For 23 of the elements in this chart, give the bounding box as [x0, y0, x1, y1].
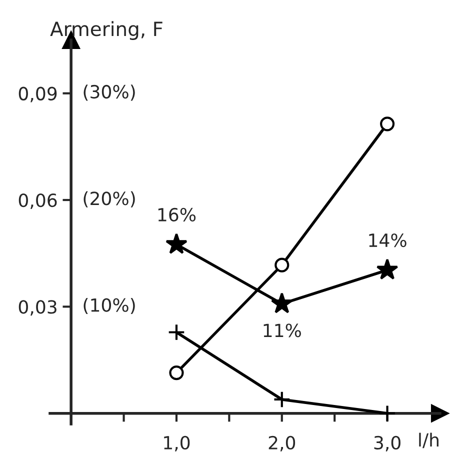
- point: [376, 258, 398, 280]
- annotation: (20%): [84, 191, 135, 208]
- point: [378, 404, 396, 422]
- x-axis-title: l/h: [419, 432, 438, 448]
- x-tick-label: 2,0: [268, 436, 296, 452]
- y-tick-label: 0,06: [18, 193, 57, 209]
- annotation: (30%): [84, 84, 135, 101]
- y-axis-title: Armering, F: [50, 21, 162, 40]
- point: [273, 390, 291, 408]
- y-tick-label: 0,03: [18, 300, 56, 316]
- annotation: 16%: [158, 208, 196, 222]
- point: [169, 366, 184, 380]
- point: [380, 116, 395, 132]
- y-tick-label: 0,09: [18, 86, 57, 102]
- annotation: 14%: [369, 233, 406, 248]
- point: [270, 292, 293, 314]
- point: [274, 258, 290, 272]
- x-tick-label: 3,0: [374, 436, 400, 452]
- point: [166, 232, 188, 254]
- x-tick-label: 1,0: [164, 436, 190, 452]
- point: [168, 324, 186, 341]
- annotation: (10%): [84, 298, 135, 314]
- annotation: 11%: [264, 324, 301, 338]
